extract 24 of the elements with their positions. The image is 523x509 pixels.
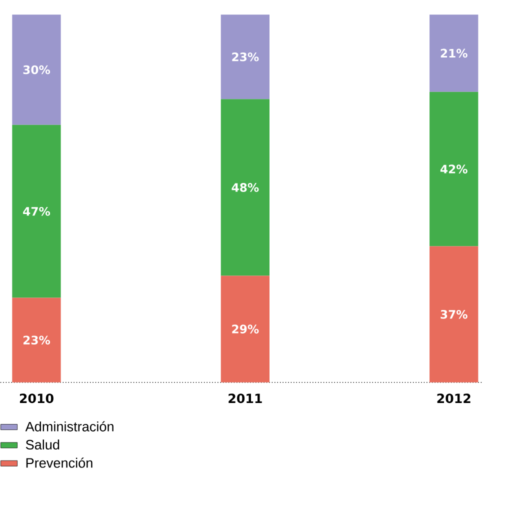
data-label: 48% — [232, 183, 259, 192]
legend-label: Prevención — [26, 458, 92, 468]
data-label: 23% — [232, 52, 259, 62]
data-label: 23% — [23, 336, 50, 345]
x-tick-label: 2010 — [20, 394, 54, 404]
bar — [12, 14, 61, 125]
bar — [430, 14, 478, 92]
bar — [12, 124, 61, 298]
bar — [220, 276, 270, 382]
x-tick-label: 2012 — [437, 394, 470, 404]
bar — [12, 298, 61, 382]
bar — [220, 14, 270, 100]
data-label: 37% — [440, 310, 468, 319]
legend-label: Salud — [26, 440, 60, 450]
data-label: 21% — [440, 48, 468, 58]
data-label: 42% — [440, 164, 468, 174]
data-label: 47% — [23, 207, 50, 216]
data-label: 30% — [23, 65, 50, 74]
bar — [430, 246, 478, 382]
x-tick-label: 2011 — [228, 394, 262, 404]
bar — [430, 92, 478, 246]
legend-label: Administración — [25, 421, 114, 432]
bar — [220, 99, 270, 276]
data-label: 29% — [232, 324, 259, 334]
